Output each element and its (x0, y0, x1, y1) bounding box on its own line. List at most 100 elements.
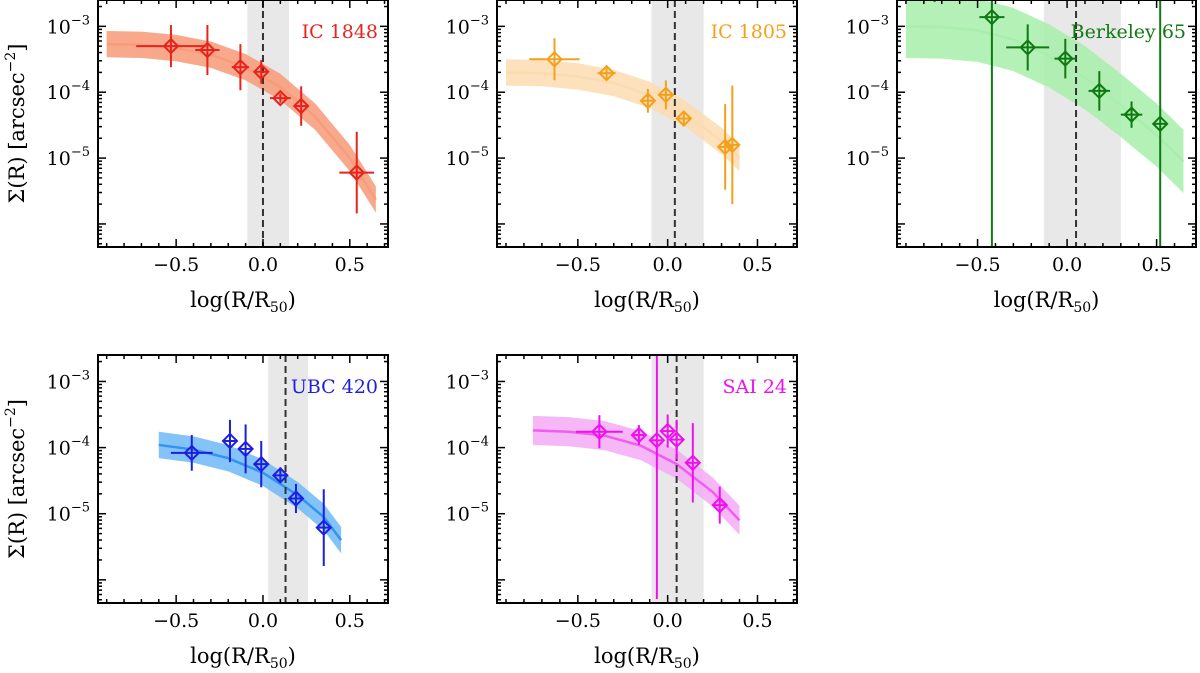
y-tick-label: 10−5 (446, 501, 489, 526)
data-point-1 (576, 415, 623, 449)
diamond-marker (183, 444, 201, 462)
diamond-marker (711, 496, 729, 514)
diamond-marker (1090, 82, 1108, 100)
data-point-2 (979, 0, 1005, 247)
model-band (158, 431, 342, 554)
data-point-1 (170, 435, 213, 471)
plot-area (532, 355, 741, 603)
diamond-marker (590, 423, 608, 441)
y-tick-label: 10−4 (446, 79, 489, 104)
diamond-marker (668, 431, 686, 449)
diamond-marker (271, 466, 289, 484)
data-point-2 (597, 64, 616, 82)
diamond-marker (237, 440, 255, 458)
data-point-1 (529, 38, 580, 81)
data-point-7 (1151, 0, 1169, 247)
data-point-1 (136, 25, 206, 68)
chart-panel-4: −0.5 0.0 0.5 10−5 10−4 10−3 UBC 420 log(R/R50) Σ… (3, 354, 389, 672)
x-axis-label: log(R/R50) (994, 288, 1100, 316)
x-tick-label: 0.0 (248, 610, 278, 632)
diamond-marker (1019, 39, 1037, 56)
x-axis-label: log(R/R50) (190, 288, 296, 316)
chart-panel-1: −0.5 0.0 0.5 10−5 10−4 10−3 IC 1848 log(R/R50) Σ… (3, 0, 389, 316)
diamond-marker (659, 422, 677, 440)
data-point-5 (675, 110, 693, 127)
panel-title: Berkeley 65 (1071, 21, 1186, 43)
r50-band (247, 0, 290, 247)
x-tick-label: 0.0 (1052, 254, 1082, 276)
diamond-marker (639, 92, 657, 110)
data-point-4 (659, 414, 677, 448)
diamond-marker (271, 89, 289, 107)
diamond-marker (252, 63, 270, 81)
y-tick-label: 10−5 (846, 145, 889, 170)
y-tick-label: 10−3 (846, 13, 889, 38)
data-point-2 (221, 419, 239, 463)
data-point-3 (231, 44, 250, 91)
chart-panel-3: −0.5 0.0 0.5 10−5 10−4 10−3 Berkeley 65 log(R/R… (846, 0, 1197, 316)
data-point-5 (668, 419, 686, 460)
plot-area (158, 355, 343, 603)
y-tick-label: 10−3 (47, 13, 90, 38)
x-tick-label: −0.5 (954, 254, 1000, 276)
diamond-marker (983, 8, 1001, 26)
x-tick-label: −0.5 (153, 254, 199, 276)
data-point-4 (657, 80, 675, 110)
y-axis-label: Σ(R) [arcsec−2] (3, 399, 29, 559)
diamond-marker (315, 519, 333, 537)
data-point-7 (723, 85, 741, 205)
y-tick-label: 10−3 (47, 368, 90, 393)
data-point-6 (716, 104, 734, 190)
diamond-marker (598, 64, 615, 82)
data-point-2 (195, 25, 220, 76)
diamond-marker (630, 426, 648, 444)
x-axis-label: log(R/R50) (594, 644, 700, 672)
diamond-marker (287, 490, 305, 507)
axes-frame (97, 0, 389, 248)
x-tick-label: −0.5 (555, 254, 601, 276)
data-point-4 (252, 440, 270, 488)
data-point-3 (639, 88, 657, 113)
diamond-marker (198, 41, 216, 59)
diamond-marker (348, 164, 366, 181)
diamond-marker (648, 431, 666, 449)
data-point-7 (315, 489, 333, 566)
y-tick-label: 10−5 (47, 145, 90, 170)
data-point-2 (630, 425, 648, 445)
diamond-marker (1056, 50, 1074, 68)
panel-title: UBC 420 (291, 376, 378, 398)
y-tick-label: 10−4 (47, 79, 90, 104)
axes-frame (496, 0, 798, 248)
axes-frame (896, 0, 1197, 248)
plot-area (505, 0, 741, 247)
model-band (905, 0, 1184, 193)
axes-frame (496, 354, 798, 604)
diamond-marker (723, 136, 741, 154)
data-point-6 (287, 483, 305, 514)
x-tick-label: −0.5 (153, 610, 199, 632)
x-tick-label: 0.5 (335, 254, 365, 276)
x-axis-label: log(R/R50) (190, 644, 296, 672)
x-tick-label: 0.0 (248, 254, 278, 276)
y-tick-label: 10−4 (446, 435, 489, 460)
diamond-marker (231, 58, 249, 76)
data-point-3 (237, 424, 255, 474)
diamond-marker (162, 37, 180, 55)
x-axis-label: log(R/R50) (594, 288, 700, 316)
x-tick-label: 0.5 (742, 610, 772, 632)
data-point-7 (339, 131, 375, 214)
data-point-6 (684, 423, 702, 503)
diamond-marker (1151, 115, 1169, 133)
x-tick-label: 0.0 (653, 254, 683, 276)
data-point-5 (1088, 71, 1111, 111)
panel-title: IC 1805 (711, 21, 787, 43)
data-point-7 (711, 486, 729, 524)
data-point-3 (1006, 24, 1050, 71)
x-tick-label: 0.5 (742, 254, 772, 276)
model-curve (505, 71, 741, 159)
data-point-4 (1054, 38, 1077, 79)
plot-area (905, 0, 1185, 247)
y-tick-label: 10−3 (446, 368, 489, 393)
diamond-marker (675, 110, 693, 127)
